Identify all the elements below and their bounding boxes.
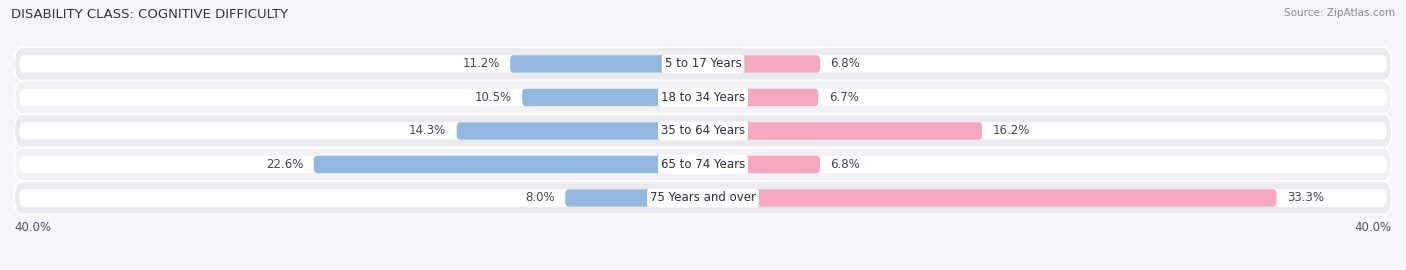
Text: 8.0%: 8.0%	[526, 191, 555, 204]
Text: 65 to 74 Years: 65 to 74 Years	[661, 158, 745, 171]
FancyBboxPatch shape	[703, 55, 820, 73]
Text: 22.6%: 22.6%	[266, 158, 304, 171]
Text: 33.3%: 33.3%	[1286, 191, 1324, 204]
FancyBboxPatch shape	[703, 89, 818, 106]
FancyBboxPatch shape	[14, 148, 1392, 181]
Text: 6.8%: 6.8%	[831, 158, 860, 171]
Text: 18 to 34 Years: 18 to 34 Years	[661, 91, 745, 104]
Text: 16.2%: 16.2%	[993, 124, 1029, 137]
Text: 40.0%: 40.0%	[14, 221, 51, 234]
FancyBboxPatch shape	[20, 89, 1386, 106]
Text: 75 Years and over: 75 Years and over	[650, 191, 756, 204]
FancyBboxPatch shape	[20, 55, 1386, 73]
FancyBboxPatch shape	[14, 181, 1392, 215]
Text: 5 to 17 Years: 5 to 17 Years	[665, 58, 741, 70]
Text: DISABILITY CLASS: COGNITIVE DIFFICULTY: DISABILITY CLASS: COGNITIVE DIFFICULTY	[11, 8, 288, 21]
Text: 40.0%: 40.0%	[1355, 221, 1392, 234]
FancyBboxPatch shape	[14, 81, 1392, 114]
FancyBboxPatch shape	[522, 89, 703, 106]
FancyBboxPatch shape	[14, 114, 1392, 148]
FancyBboxPatch shape	[20, 156, 1386, 173]
FancyBboxPatch shape	[565, 189, 703, 207]
FancyBboxPatch shape	[457, 122, 703, 140]
FancyBboxPatch shape	[314, 156, 703, 173]
FancyBboxPatch shape	[20, 189, 1386, 207]
Text: 11.2%: 11.2%	[463, 58, 499, 70]
Text: Source: ZipAtlas.com: Source: ZipAtlas.com	[1284, 8, 1395, 18]
FancyBboxPatch shape	[703, 156, 820, 173]
FancyBboxPatch shape	[510, 55, 703, 73]
Text: 14.3%: 14.3%	[409, 124, 446, 137]
FancyBboxPatch shape	[14, 47, 1392, 81]
FancyBboxPatch shape	[20, 122, 1386, 140]
FancyBboxPatch shape	[703, 122, 981, 140]
Text: 10.5%: 10.5%	[475, 91, 512, 104]
Text: 6.8%: 6.8%	[831, 58, 860, 70]
Text: 35 to 64 Years: 35 to 64 Years	[661, 124, 745, 137]
FancyBboxPatch shape	[703, 189, 1277, 207]
Text: 6.7%: 6.7%	[828, 91, 859, 104]
